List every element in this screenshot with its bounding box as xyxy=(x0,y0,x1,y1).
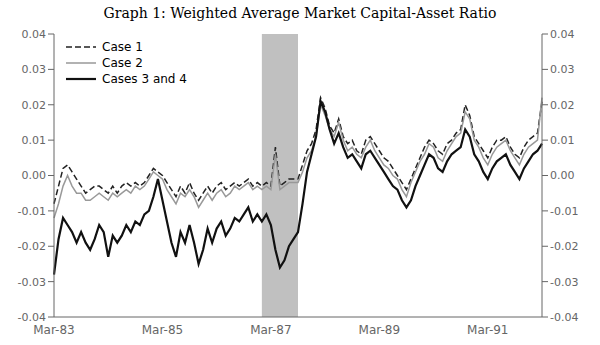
html-text:Case 2: Case 2 xyxy=(102,56,143,70)
svg-text:Mar-91: Mar-91 xyxy=(467,323,508,337)
svg-text:0.04: 0.04 xyxy=(22,28,47,41)
svg-text:0.02: 0.02 xyxy=(22,99,47,112)
svg-text:Mar-85: Mar-85 xyxy=(142,323,183,337)
svg-text:-0.03: -0.03 xyxy=(18,276,46,289)
svg-text:-0.01: -0.01 xyxy=(18,205,46,218)
svg-text:-0.02: -0.02 xyxy=(18,240,46,253)
html-text:Case 1: Case 1 xyxy=(102,40,143,54)
svg-text:-0.03: -0.03 xyxy=(550,276,578,289)
svg-text:0.00: 0.00 xyxy=(550,169,575,182)
svg-text:0.02: 0.02 xyxy=(550,99,575,112)
svg-text:-0.04: -0.04 xyxy=(550,311,578,324)
svg-text:0.03: 0.03 xyxy=(550,63,575,76)
svg-text:-0.01: -0.01 xyxy=(550,205,578,218)
svg-text:-0.04: -0.04 xyxy=(18,311,46,324)
svg-text:0.03: 0.03 xyxy=(22,63,47,76)
svg-text:0.01: 0.01 xyxy=(22,134,47,147)
svg-text:-0.02: -0.02 xyxy=(550,240,578,253)
svg-text:0.01: 0.01 xyxy=(550,134,575,147)
html-text:Graph 1: Weighted Average Mark: Graph 1: Weighted Average Market Capital… xyxy=(103,5,497,21)
svg-text:Mar-83: Mar-83 xyxy=(33,323,74,337)
svg-text:0.00: 0.00 xyxy=(22,169,47,182)
html-text:Cases 3 and 4: Cases 3 and 4 xyxy=(102,72,187,86)
svg-text:Mar-87: Mar-87 xyxy=(250,323,291,337)
svg-text:0.04: 0.04 xyxy=(550,28,575,41)
svg-text:Mar-89: Mar-89 xyxy=(359,323,400,337)
